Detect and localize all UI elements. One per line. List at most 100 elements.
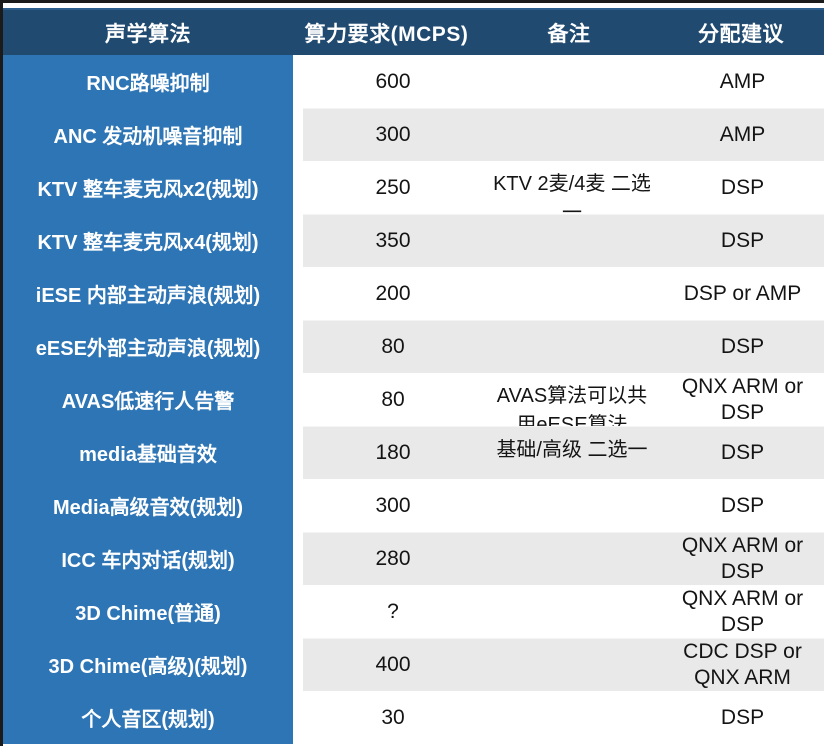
algorithm-cell: 3D Chime(普通) bbox=[3, 585, 293, 638]
row-cells: 350 DSP bbox=[303, 214, 824, 267]
allocation-cell: AMP bbox=[661, 109, 824, 161]
mcps-cell: 350 bbox=[375, 229, 411, 252]
table-row: ICC 车内对话(规划) 280 QNX ARM or DSP bbox=[3, 532, 824, 585]
note-cell: AVAS算法可以共用eESE算法 bbox=[483, 373, 661, 426]
allocation-cell: DSP or AMP bbox=[661, 267, 824, 320]
allocation-cell: DSP bbox=[661, 215, 824, 267]
mcps-cell: 80 bbox=[381, 335, 405, 358]
allocation-cell: CDC DSP or QNX ARM bbox=[661, 639, 824, 691]
table-row: KTV 整车麦克风x4(规划) 350 DSP bbox=[3, 214, 824, 267]
algorithm-cell: ICC 车内对话(规划) bbox=[3, 532, 293, 585]
table-row: AVAS低速行人告警 80 AVAS算法可以共用eESE算法 QNX ARM or D… bbox=[3, 373, 824, 426]
allocation-text: QNX ARM or DSP bbox=[681, 586, 804, 636]
note-text: 基础/高级 二选一 bbox=[496, 439, 648, 461]
algorithm-cell: AVAS低速行人告警 bbox=[3, 373, 293, 426]
mcps-cell: 80 bbox=[381, 387, 405, 411]
algorithm-cell: 个人音区(规划) bbox=[3, 691, 293, 744]
mcps-cell: 300 bbox=[375, 493, 411, 517]
note-cell bbox=[483, 533, 661, 585]
algorithm-cell: RNC路噪抑制 bbox=[3, 55, 293, 108]
allocation-cell: DSP bbox=[661, 691, 824, 744]
table-row: 3D Chime(高级)(规划) 400 CDC DSP or QNX ARM bbox=[3, 638, 824, 691]
note-text: AVAS算法可以共用eESE算法 bbox=[496, 385, 648, 426]
algorithm-cell: KTV 整车麦克风x4(规划) bbox=[3, 214, 293, 267]
header-cell-algorithm: 声学算法 bbox=[105, 22, 191, 46]
mcps-cell: 600 bbox=[375, 69, 411, 93]
mcps-cell: 400 bbox=[375, 653, 411, 676]
row-cells: 280 QNX ARM or DSP bbox=[303, 532, 824, 585]
note-cell bbox=[483, 479, 661, 532]
allocation-cell: DSP bbox=[661, 321, 824, 373]
table-row: 个人音区(规划) 30 DSP bbox=[3, 691, 824, 744]
table-row: 3D Chime(普通)? QNX ARM or DSP bbox=[3, 585, 824, 638]
mcps-cell: 30 bbox=[381, 705, 405, 729]
allocation-text: DSP bbox=[720, 493, 765, 517]
note-cell bbox=[483, 267, 661, 320]
row-cells: 400 CDC DSP or QNX ARM bbox=[303, 638, 824, 691]
mcps-cell: 300 bbox=[375, 123, 411, 146]
allocation-cell: QNX ARM or DSP bbox=[661, 533, 824, 585]
table-body: RNC路噪抑制 600 AMP ANC 发动机噪音抑制 300 AMP KTV 整车麦克风x… bbox=[3, 55, 824, 744]
allocation-text: DSP bbox=[720, 335, 765, 358]
mcps-cell: 250 bbox=[375, 175, 411, 199]
allocation-text: DSP or AMP bbox=[683, 281, 802, 305]
header-cell-mcps: 算力要求(MCPS) bbox=[304, 22, 469, 46]
row-cells: 180 基础/高级 二选一 DSP bbox=[303, 426, 824, 479]
allocation-cell: AMP bbox=[661, 55, 824, 108]
allocation-cell: DSP bbox=[661, 161, 824, 214]
note-cell bbox=[483, 585, 661, 638]
header-cell-allocation: 分配建议 bbox=[698, 22, 784, 46]
algorithm-cell: KTV 整车麦克风x2(规划) bbox=[3, 161, 293, 214]
algorithm-cell: iESE 内部主动声浪(规划) bbox=[3, 267, 293, 320]
table-header: 声学算法 算力要求(MCPS) 备注 分配建议 bbox=[3, 8, 824, 55]
algorithm-cell: Media高级音效(规划) bbox=[3, 479, 293, 532]
mcps-cell: 280 bbox=[375, 547, 411, 570]
allocation-text: AMP bbox=[719, 69, 766, 93]
allocation-text: DSP bbox=[720, 705, 765, 729]
note-cell bbox=[483, 55, 661, 108]
table-row: iESE 内部主动声浪(规划) 200 DSP or AMP bbox=[3, 267, 824, 320]
row-cells: 250 KTV 2麦/4麦 二选一 DSP bbox=[303, 161, 824, 214]
row-cells: 600 AMP bbox=[303, 55, 824, 108]
mcps-cell: ? bbox=[387, 599, 399, 623]
allocation-text: DSP bbox=[720, 441, 765, 464]
table-row: RNC路噪抑制 600 AMP bbox=[3, 55, 824, 108]
row-cells: 300 AMP bbox=[303, 108, 824, 161]
row-cells: 200 DSP or AMP bbox=[303, 267, 824, 320]
mcps-cell: 200 bbox=[375, 281, 411, 305]
algorithm-cell: ANC 发动机噪音抑制 bbox=[3, 108, 293, 161]
note-text: KTV 2麦/4麦 二选一 bbox=[493, 173, 651, 214]
table-row: media基础音效 180 基础/高级 二选一 DSP bbox=[3, 426, 824, 479]
note-cell bbox=[483, 639, 661, 691]
note-cell bbox=[483, 321, 661, 373]
allocation-text: QNX ARM or DSP bbox=[681, 374, 804, 424]
algorithm-cell: 3D Chime(高级)(规划) bbox=[3, 638, 293, 691]
allocation-text: AMP bbox=[719, 123, 766, 146]
row-cells: 80 DSP bbox=[303, 320, 824, 373]
row-cells: 300 DSP bbox=[303, 479, 824, 532]
note-cell: 基础/高级 二选一 bbox=[483, 427, 661, 479]
allocation-cell: DSP bbox=[661, 479, 824, 532]
note-cell bbox=[483, 215, 661, 267]
header-cell-note: 备注 bbox=[547, 22, 591, 46]
allocation-cell: QNX ARM or DSP bbox=[661, 585, 824, 638]
row-cells: 80 AVAS算法可以共用eESE算法 QNX ARM or DSP bbox=[303, 373, 824, 426]
allocation-text: DSP bbox=[720, 229, 765, 252]
allocation-cell: QNX ARM or DSP bbox=[661, 373, 824, 426]
table-row: KTV 整车麦克风x2(规划) 250 KTV 2麦/4麦 二选一 DSP bbox=[3, 161, 824, 214]
allocation-text: DSP bbox=[720, 175, 765, 199]
algorithm-cell: media基础音效 bbox=[3, 426, 293, 479]
table-row: ANC 发动机噪音抑制 300 AMP bbox=[3, 108, 824, 161]
note-cell bbox=[483, 691, 661, 744]
algorithm-cell: eESE外部主动声浪(规划) bbox=[3, 320, 293, 373]
note-cell: KTV 2麦/4麦 二选一 bbox=[483, 161, 661, 214]
table-row: eESE外部主动声浪(规划) 80 DSP bbox=[3, 320, 824, 373]
allocation-text: CDC DSP or QNX ARM bbox=[683, 640, 802, 689]
allocation-cell: DSP bbox=[661, 427, 824, 479]
note-cell bbox=[483, 109, 661, 161]
mcps-cell: 180 bbox=[375, 441, 411, 464]
table-row: Media高级音效(规划) 300 DSP bbox=[3, 479, 824, 532]
row-cells: ? QNX ARM or DSP bbox=[303, 585, 824, 638]
row-cells: 30 DSP bbox=[303, 691, 824, 744]
